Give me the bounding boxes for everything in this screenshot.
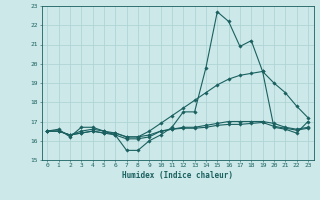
X-axis label: Humidex (Indice chaleur): Humidex (Indice chaleur) (122, 171, 233, 180)
